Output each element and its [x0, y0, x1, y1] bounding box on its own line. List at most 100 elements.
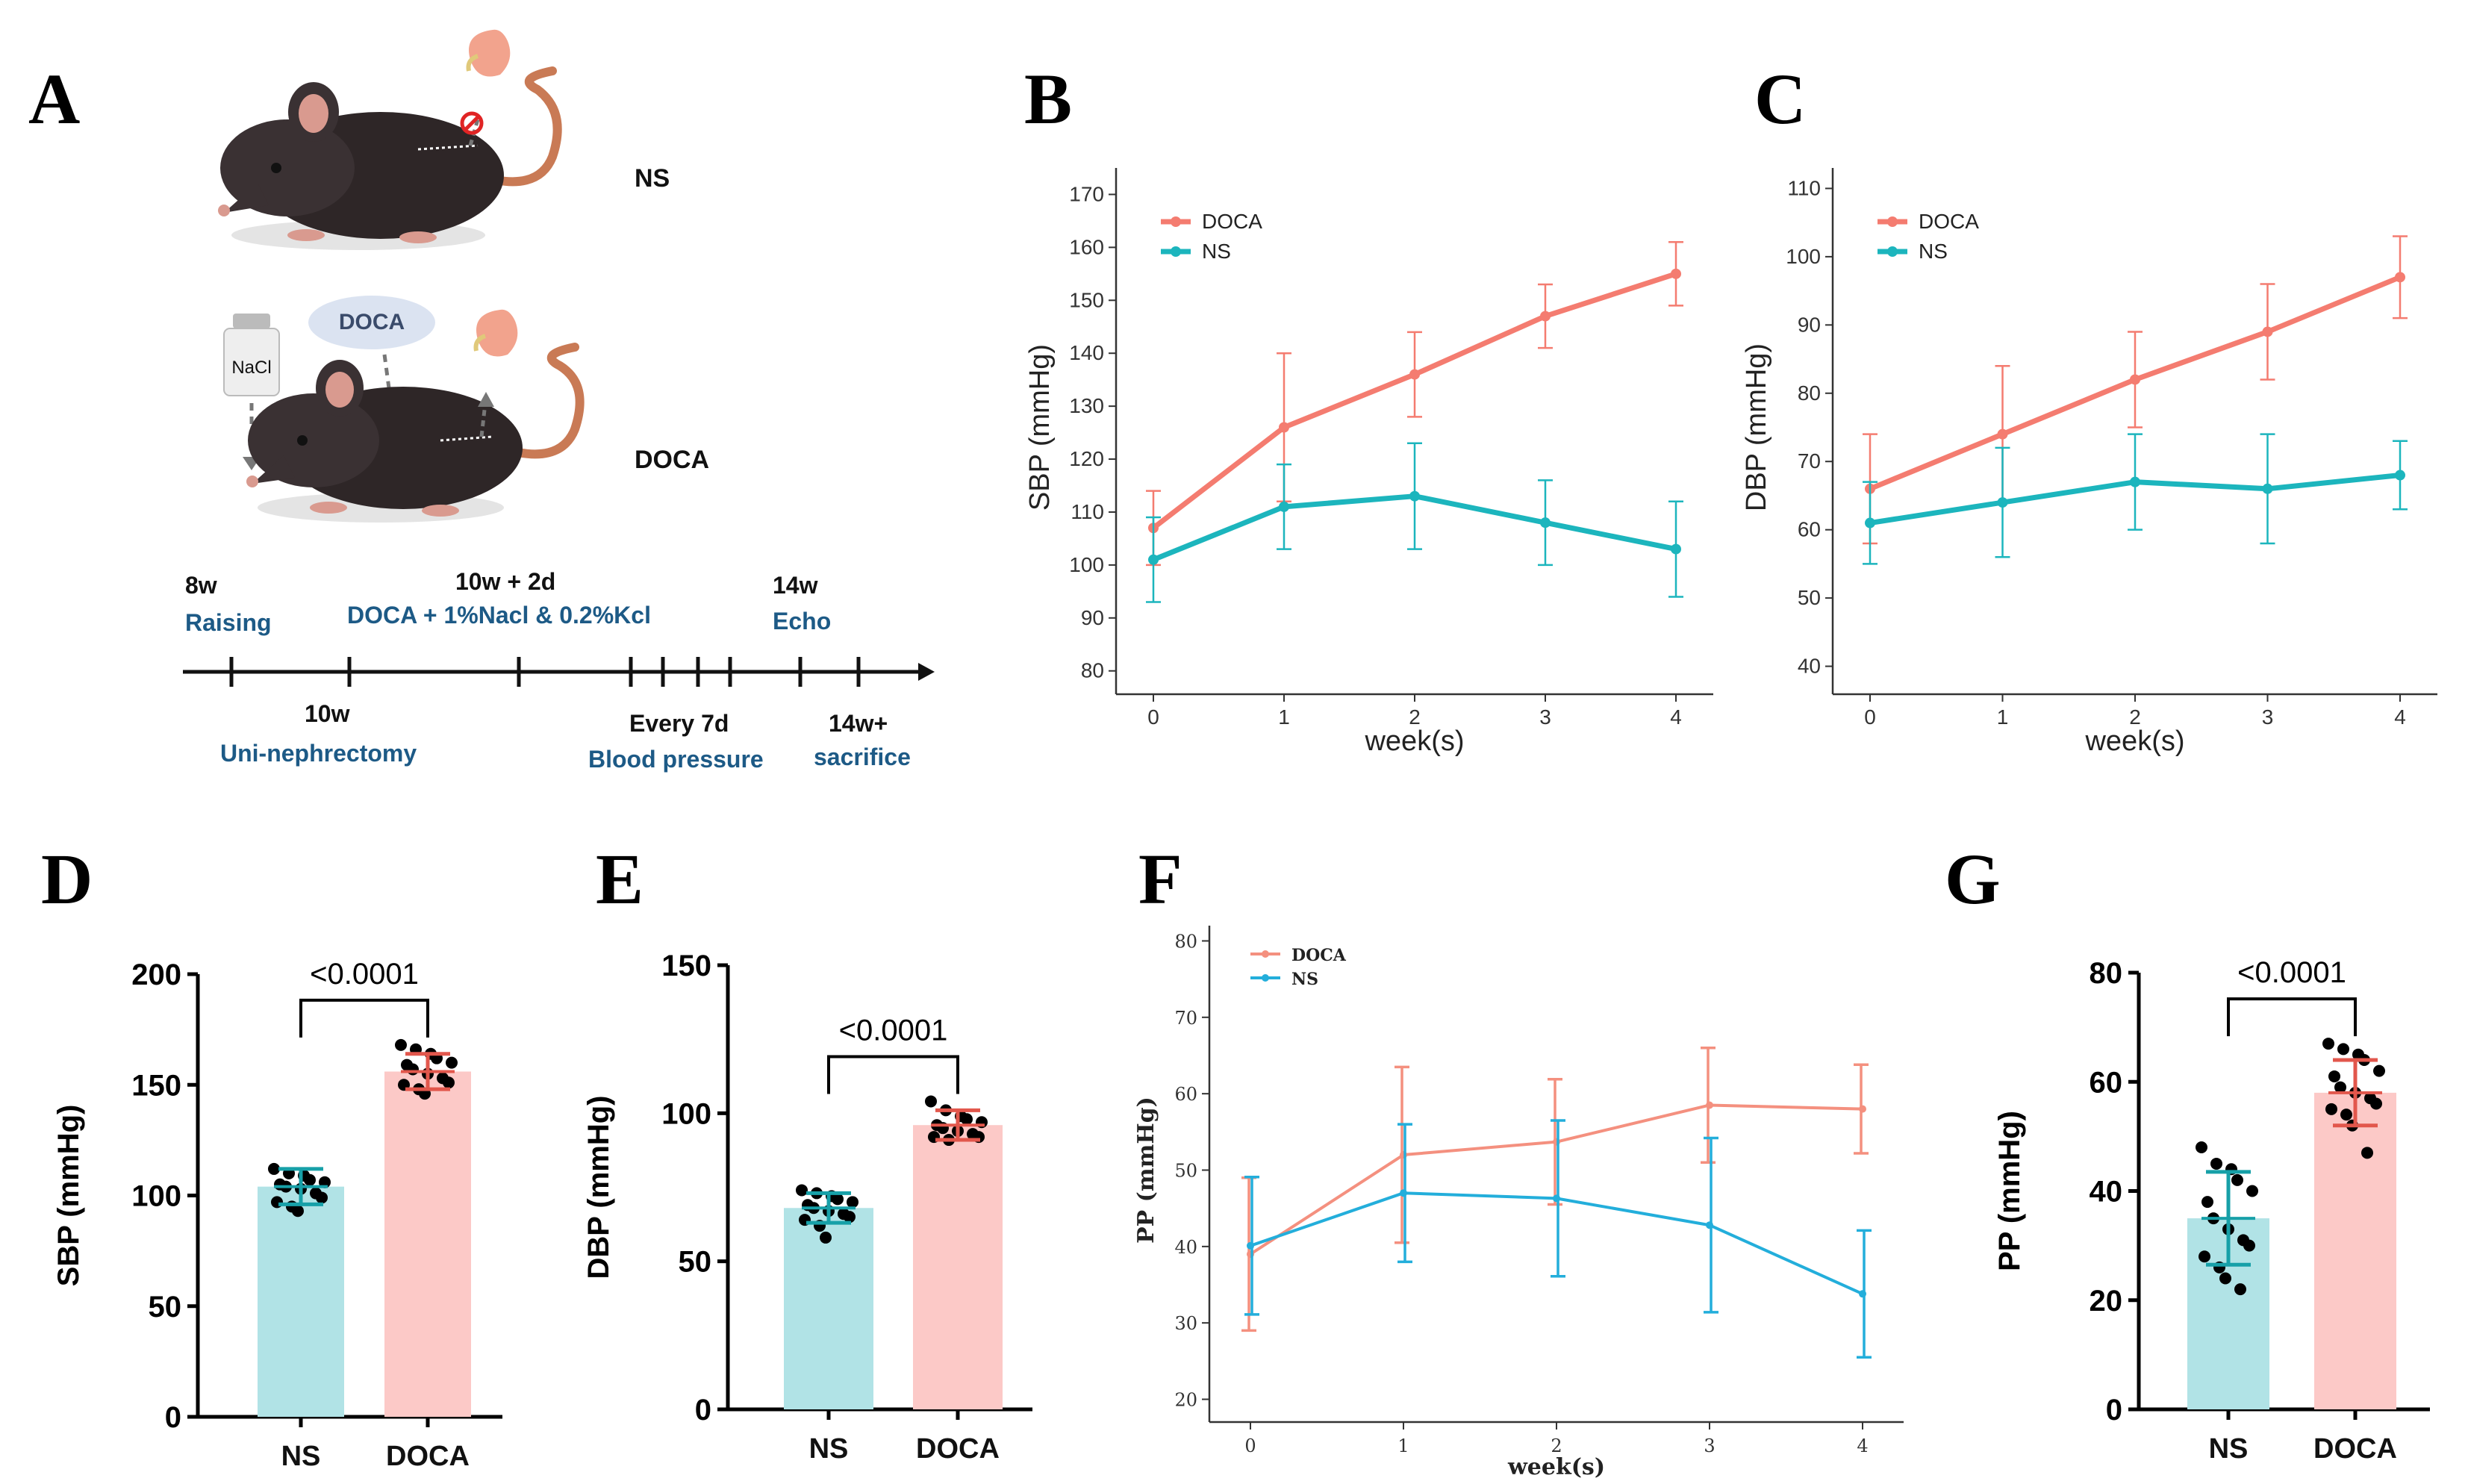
data-dot — [292, 1205, 304, 1218]
y-tick-label: 100 — [131, 1180, 181, 1213]
data-point — [1409, 369, 1420, 380]
y-tick-label: 0 — [695, 1394, 711, 1427]
timeline-14w: 14w — [773, 572, 818, 599]
data-point — [1247, 1241, 1254, 1250]
y-tick-label: 30 — [1174, 1313, 1197, 1334]
y-tick-label: 150 — [661, 950, 711, 982]
timeline-uni-nephrectomy: Uni-nephrectomy — [220, 740, 417, 767]
legend-marker — [1171, 216, 1181, 227]
y-tick-label: 150 — [1069, 288, 1104, 311]
x-tick-label: 4 — [1857, 1435, 1868, 1456]
data-point — [1671, 543, 1681, 555]
data-point — [1997, 428, 2008, 440]
mouse-ns-illustration — [218, 29, 562, 250]
data-dot — [2231, 1173, 2243, 1186]
data-dot — [304, 1173, 316, 1186]
x-axis-label: week(s) — [2084, 726, 2184, 757]
x-tick-label: 0 — [1864, 705, 1876, 729]
y-tick-label: 100 — [1786, 245, 1821, 268]
data-dot — [2328, 1070, 2340, 1082]
y-tick-label: 110 — [1071, 500, 1104, 523]
legend-label: DOCA — [1291, 946, 1347, 965]
y-tick-label: 140 — [1069, 341, 1104, 364]
data-point — [1706, 1221, 1713, 1229]
x-tick-label: NS — [2209, 1433, 2249, 1465]
y-axis-label: SBP (mmHg) — [1024, 344, 1056, 511]
y-tick-label: 20 — [2090, 1285, 2123, 1318]
timeline-doca-treatment: DOCA + 1%Nacl & 0.2%Kcl — [347, 602, 651, 629]
data-point — [1540, 311, 1551, 322]
x-axis-label: week(s) — [1364, 726, 1464, 757]
panel-label-b: B — [1024, 59, 1072, 139]
schematic-panel: NS NaCl DOCA — [183, 29, 935, 773]
y-tick-label: 0 — [165, 1401, 181, 1434]
chart-b-sbp-line: 80 90 100 110 120 130 140 150 160 170 0 1 2 3 4 week(s)… — [1024, 168, 1713, 757]
nacl-label: NaCl — [231, 358, 271, 378]
y-tick-label: 80 — [1081, 659, 1104, 682]
data-dot — [446, 1056, 458, 1069]
y-tick-label: 70 — [1174, 1008, 1197, 1029]
p-value-label: <0.0001 — [839, 1014, 948, 1047]
chart-g-pp-bar: 0 20 40 60 80 PP (mmHg) NS DOCA <0.0001 — [1993, 956, 2430, 1465]
panel-label-f: F — [1138, 839, 1182, 919]
x-axis-label: week(s) — [1507, 1454, 1605, 1480]
timeline-10w: 10w — [305, 700, 350, 727]
data-dot — [2361, 1147, 2373, 1159]
timeline-sacrifice: sacrifice — [814, 743, 911, 770]
panel-label-c: C — [1754, 59, 1806, 139]
significance-bracket — [299, 998, 429, 1038]
y-tick-label: 0 — [2106, 1394, 2122, 1427]
data-dot — [847, 1196, 858, 1209]
data-dot — [2337, 1043, 2349, 1056]
data-point — [2395, 272, 2405, 283]
x-tick-label: 4 — [1670, 705, 1682, 729]
group-label-ns: NS — [635, 164, 670, 193]
data-point — [1706, 1101, 1713, 1109]
significance-bracket — [827, 1055, 959, 1094]
timeline-8w: 8w — [185, 572, 217, 599]
x-tick-label: DOCA — [916, 1433, 1000, 1465]
series-line-doca — [1249, 1103, 1863, 1256]
timeline-10w2d: 10w + 2d — [455, 568, 555, 595]
y-tick-label: 60 — [1798, 518, 1821, 541]
data-dot — [2234, 1283, 2246, 1296]
x-tick-label: 3 — [1704, 1435, 1715, 1456]
p-value-label: <0.0001 — [310, 958, 419, 991]
y-tick-label: 80 — [2090, 957, 2123, 990]
x-tick-label: 1 — [1278, 705, 1290, 729]
legend-label: NS — [1291, 970, 1318, 989]
data-point — [1148, 554, 1159, 565]
legend-label: DOCA — [1919, 210, 1979, 233]
data-dot — [2199, 1250, 2210, 1263]
data-dot — [832, 1193, 844, 1206]
data-point — [1859, 1290, 1866, 1298]
x-tick-label: NS — [281, 1441, 321, 1472]
data-point — [2262, 483, 2273, 494]
panel-label-a: A — [28, 59, 80, 139]
timeline-every7d: Every 7d — [629, 710, 729, 737]
y-axis-label: DBP (mmHg) — [582, 1096, 615, 1279]
data-dot — [925, 1095, 937, 1108]
y-tick-label: 200 — [131, 958, 181, 991]
data-point — [2395, 470, 2405, 481]
y-tick-label: 50 — [1798, 586, 1821, 609]
y-tick-label: 40 — [2090, 1176, 2123, 1209]
data-point — [2262, 326, 2273, 337]
bar-doca — [2314, 1092, 2396, 1409]
data-dot — [443, 1076, 455, 1089]
data-point — [1859, 1105, 1866, 1113]
chart-e-dbp-bar: 0 50 100 150 DBP (mmHg) NS DOCA <0.0001 — [582, 950, 1032, 1465]
y-axis-label: DBP (mmHg) — [1741, 343, 1772, 511]
legend-label: NS — [1202, 240, 1231, 263]
data-dot — [2322, 1038, 2334, 1050]
y-tick-label: 150 — [131, 1069, 181, 1102]
data-dot — [2201, 1196, 2213, 1209]
y-tick-label: 100 — [661, 1097, 711, 1130]
y-tick-label: 60 — [2090, 1066, 2123, 1099]
data-dot — [2370, 1097, 2382, 1110]
data-point — [1553, 1194, 1560, 1203]
x-tick-label: 2 — [1551, 1435, 1562, 1456]
timeline-14wplus: 14w+ — [829, 710, 888, 737]
data-point — [1279, 501, 1289, 512]
